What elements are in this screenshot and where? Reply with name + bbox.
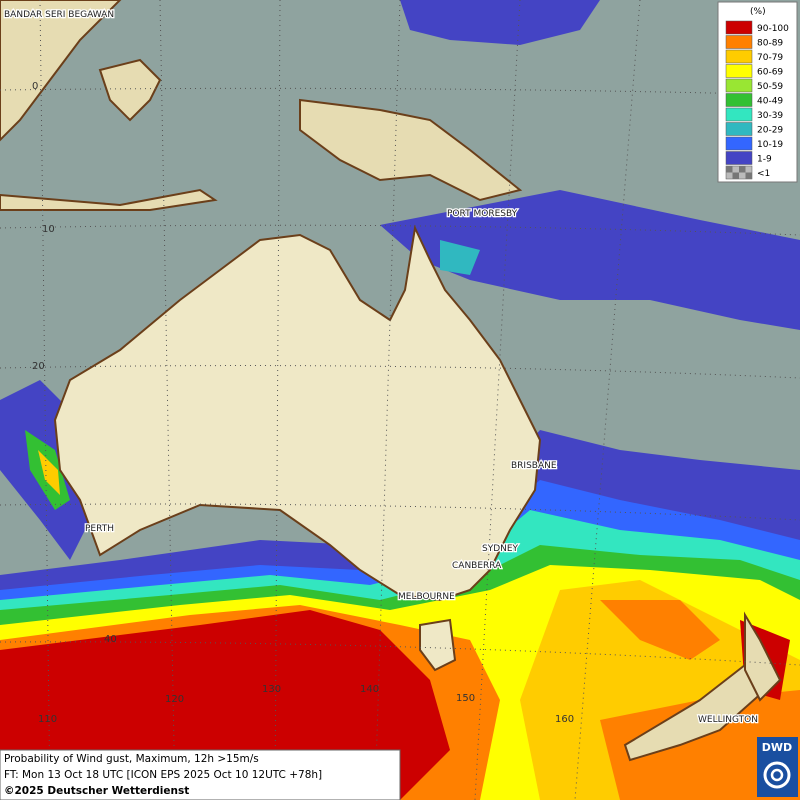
lon-label: 120 [165,694,184,705]
city-label: SYDNEY [482,544,519,554]
footer: Probability of Wind gust, Maximum, 12h >… [0,749,401,801]
legend-unit: (%) [750,7,766,17]
legend-swatch [725,64,753,78]
legend-swatch-check [739,166,746,173]
city-label: WELLINGTON [698,715,758,725]
lon-label: 130 [262,684,281,695]
logo: DWD [757,737,798,797]
longitude-labels: 110 120 130 140 150 160 [38,684,574,725]
city-label: CANBERRA [452,561,502,571]
footer-line: ©2025 Deutscher Wetterdienst [4,785,189,797]
legend-swatch [725,35,753,49]
footer-box [0,749,401,801]
legend-swatch [725,78,753,93]
latitude-labels: 0 10 20 40 [32,81,117,645]
lon-label: 160 [555,714,574,725]
city-label: PERTH [85,524,114,534]
logo-text: DWD [762,741,792,754]
logo-icon [770,768,784,782]
legend-label: 80-89 [757,39,783,49]
legend-swatch [725,151,753,165]
legend-label: 60-69 [757,68,783,78]
legend-label: 90-100 [757,24,789,34]
logo-icon [763,761,791,789]
legend-swatch [725,136,753,151]
legend-swatch [725,49,753,64]
lon-label: 140 [360,684,379,695]
legend-label: <1 [757,169,770,179]
footer-line: Probability of Wind gust, Maximum, 12h >… [4,753,259,765]
legend-label: 10-19 [757,140,783,150]
legend-label: 40-49 [757,97,783,107]
legend-swatch [725,20,753,35]
lat-label: 10 [42,224,55,235]
lat-label: 40 [104,634,117,645]
city-label: BRISBANE [511,461,557,471]
lat-label: 20 [32,361,45,372]
legend-label: 50-59 [757,82,783,92]
city-label: PORT MORESBY [447,209,518,219]
legend-swatch [725,107,753,122]
city-label: MELBOURNE [398,592,455,602]
footer-line: FT: Mon 13 Oct 18 UTC [ICON EPS 2025 Oct… [4,769,322,781]
legend-swatch [725,93,753,107]
lon-label: 150 [456,693,475,704]
city-labels: BANDAR SERI BEGAWAN PORT MORESBY BRISBAN… [3,9,759,727]
legend-label: 1-9 [757,155,772,165]
legend: (%) 90-100 80-89 70-79 60-69 50-59 40-49 30-39… [717,1,798,183]
legend-label: 30-39 [757,111,783,121]
legend-swatch-check [732,172,739,179]
legend-swatch-check [745,172,752,179]
lat-label: 0 [32,81,38,92]
legend-label: 20-29 [757,126,783,136]
legend-swatch [725,122,753,136]
legend-swatch-check [726,166,733,173]
city-label: BANDAR SERI BEGAWAN [4,10,114,20]
lon-label: 110 [38,714,57,725]
legend-label: 70-79 [757,53,783,63]
land [0,0,782,762]
